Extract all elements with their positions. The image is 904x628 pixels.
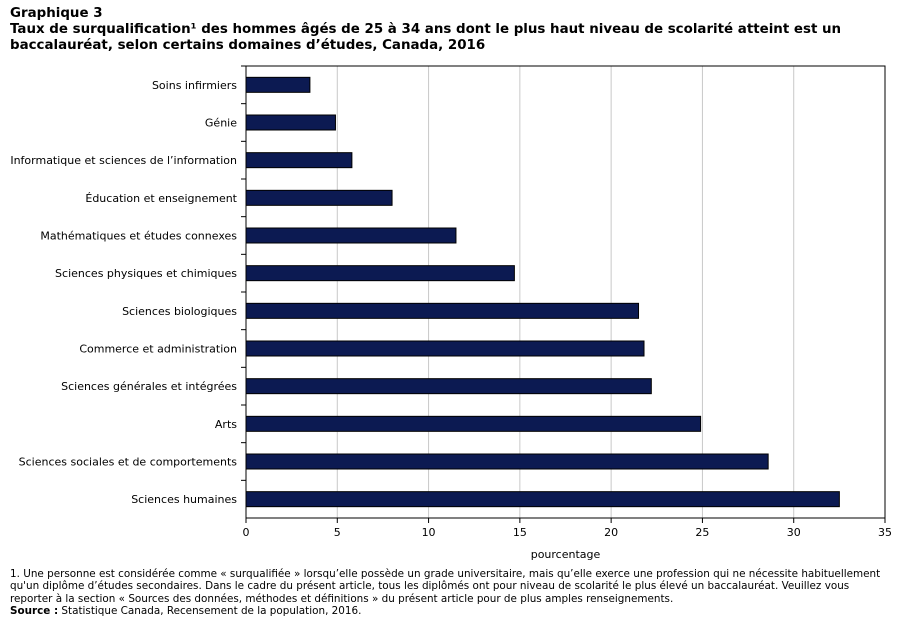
chart-title-line-1: Taux de surqualification¹ des hommes âgé… bbox=[10, 22, 842, 37]
bar-6 bbox=[245, 265, 515, 282]
bar-3 bbox=[245, 152, 353, 169]
category-label-5: Mathématiques et études connexes bbox=[40, 230, 237, 243]
category-label-1: Soins infirmiers bbox=[152, 79, 237, 92]
bar-8 bbox=[245, 340, 645, 357]
bar-10 bbox=[245, 415, 702, 432]
bar-11 bbox=[245, 453, 769, 470]
chart-header: Graphique 3 Taux de surqualification¹ de… bbox=[10, 6, 894, 54]
x-axis-label: pourcentage bbox=[531, 548, 601, 561]
bar-9 bbox=[245, 378, 652, 395]
x-tick-label-0: 0 bbox=[243, 526, 250, 539]
footnote-1: 1. Une personne est considérée comme « s… bbox=[10, 568, 881, 605]
category-label-9: Sciences générales et intégrées bbox=[61, 380, 237, 393]
bar-5 bbox=[245, 227, 457, 244]
chart-title-line-2: baccalauréat, selon certains domaines d’… bbox=[10, 38, 486, 53]
x-tick-label-25: 25 bbox=[695, 526, 709, 539]
bar-12 bbox=[245, 491, 840, 508]
category-label-2: Génie bbox=[205, 117, 237, 130]
category-label-3: Informatique et sciences de l’informatio… bbox=[10, 154, 237, 167]
x-tick-label-15: 15 bbox=[513, 526, 527, 539]
source-label: Source : bbox=[10, 605, 59, 618]
x-tick-label-5: 5 bbox=[334, 526, 341, 539]
bar-7 bbox=[245, 302, 640, 319]
x-tick-label-30: 30 bbox=[787, 526, 801, 539]
footnotes: 1. Une personne est considérée comme « s… bbox=[10, 568, 894, 618]
bar-1 bbox=[245, 76, 311, 93]
plot-frame bbox=[245, 65, 886, 519]
category-label-6: Sciences physiques et chimiques bbox=[55, 267, 237, 280]
category-label-12: Sciences humaines bbox=[131, 493, 237, 506]
chart-number: Graphique 3 bbox=[10, 6, 103, 21]
category-label-7: Sciences biologiques bbox=[122, 305, 237, 318]
category-label-8: Commerce et administration bbox=[79, 343, 237, 356]
category-label-4: Éducation et enseignement bbox=[85, 192, 237, 205]
category-labels: Soins infirmiers Génie Informatique et sci… bbox=[10, 65, 246, 506]
bar-4 bbox=[245, 189, 393, 206]
source-text: Statistique Canada, Recensement de la po… bbox=[58, 605, 362, 618]
category-label-11: Sciences sociales et de comportements bbox=[19, 456, 238, 469]
x-tick-label-10: 10 bbox=[422, 526, 436, 539]
bar-2 bbox=[245, 114, 336, 131]
bars-group bbox=[245, 76, 840, 508]
source-line: Source : Statistique Canada, Recensement… bbox=[10, 605, 894, 617]
category-label-10: Arts bbox=[215, 418, 237, 431]
x-tick-labels: 0 5 10 15 20 25 30 35 bbox=[243, 518, 892, 539]
x-tick-label-35: 35 bbox=[878, 526, 892, 539]
bar-chart: Soins infirmiers Génie Informatique et sci… bbox=[10, 65, 892, 561]
x-tick-label-20: 20 bbox=[604, 526, 618, 539]
gridlines bbox=[336, 66, 795, 518]
